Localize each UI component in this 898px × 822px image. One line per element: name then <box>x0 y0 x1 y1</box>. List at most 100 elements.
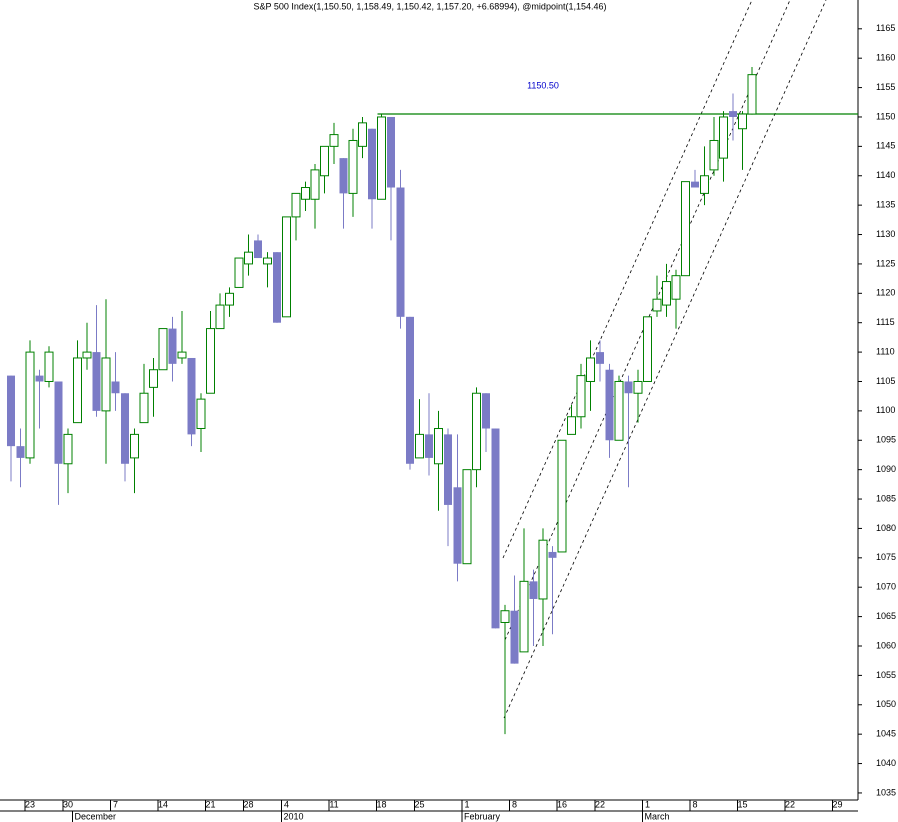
candle-body <box>73 357 82 424</box>
chart-title: S&P 500 Index(1,150.50, 1,158.49, 1,150.… <box>254 1 607 11</box>
candle-body <box>82 351 92 359</box>
month-label: February <box>464 811 501 821</box>
candle-body <box>681 181 690 277</box>
candle-body <box>358 122 367 147</box>
candle-body <box>586 357 595 382</box>
x-tick-label: 30 <box>63 799 73 809</box>
candle-body <box>25 351 35 459</box>
x-tick-label: 29 <box>832 799 842 809</box>
candle-body <box>301 187 310 200</box>
candle-body <box>425 434 433 458</box>
candle-body <box>35 375 44 382</box>
month-label: March <box>645 811 670 821</box>
month-label: 2010 <box>284 811 304 821</box>
x-tick-label: 22 <box>595 799 605 809</box>
candle-body <box>444 434 452 505</box>
candle-body <box>329 134 339 147</box>
candle-body <box>406 316 414 464</box>
candle-body <box>310 169 320 200</box>
y-tick-label: 1065 <box>876 611 896 621</box>
channel-lower <box>503 0 827 719</box>
candle-body <box>472 392 481 471</box>
y-tick-label: 1080 <box>876 523 896 533</box>
x-tick-label: 8 <box>512 799 517 809</box>
candle-body <box>415 433 424 459</box>
candle-body <box>691 181 699 188</box>
annotation: 1150.50 <box>527 80 559 90</box>
y-tick-label: 1050 <box>876 699 896 709</box>
candle-body <box>453 487 462 564</box>
candle-body <box>339 158 348 194</box>
candle-body <box>196 398 206 430</box>
candle-body <box>709 139 719 171</box>
candle-body <box>491 428 500 629</box>
x-tick-label: 22 <box>785 799 795 809</box>
candle-body <box>567 416 576 435</box>
x-tick-label: 16 <box>557 799 567 809</box>
candle-body <box>92 352 101 411</box>
candle-body <box>139 392 149 424</box>
y-tick-label: 1040 <box>876 758 896 768</box>
y-tick-label: 1140 <box>876 170 895 180</box>
plot-area <box>7 67 858 735</box>
x-tick-label: 23 <box>25 799 35 809</box>
y-tick-label: 1135 <box>876 200 895 210</box>
candle-body <box>738 113 747 130</box>
candle-body <box>633 380 643 394</box>
x-tick-label: 7 <box>113 799 118 809</box>
candle-body <box>254 240 262 259</box>
candle-body <box>434 428 443 465</box>
y-tick-label: 1085 <box>876 493 896 503</box>
candle-body <box>130 433 139 459</box>
candle-body <box>158 328 168 371</box>
y-tick-label: 1060 <box>876 640 896 650</box>
candle-body <box>624 381 633 394</box>
candle-body <box>177 351 187 359</box>
candle-body <box>225 292 234 306</box>
y-tick-label: 1165 <box>876 23 895 33</box>
x-tick-label: 15 <box>737 799 747 809</box>
candle-body <box>63 433 73 465</box>
x-tick-label: 4 <box>284 799 289 809</box>
candle-body <box>244 251 253 265</box>
candle-body <box>187 357 196 435</box>
candle-body <box>7 375 15 447</box>
candle-body <box>652 298 662 312</box>
y-tick-label: 1145 <box>876 141 895 151</box>
x-tick-label: 1 <box>645 799 650 809</box>
y-tick-label: 1105 <box>876 376 895 386</box>
y-tick-label: 1045 <box>876 729 896 739</box>
y-tick-label: 1055 <box>876 670 896 680</box>
month-label: December <box>75 811 117 821</box>
candle-body <box>671 275 681 300</box>
candle-body <box>168 328 177 364</box>
y-tick-label: 1100 <box>876 405 895 415</box>
candle-body <box>234 257 244 288</box>
y-tick-label: 1120 <box>876 288 895 298</box>
candle-body <box>500 610 510 623</box>
candle-body <box>576 375 586 418</box>
candle-body <box>215 304 225 330</box>
candle-body <box>396 187 405 317</box>
candle-body <box>44 351 54 382</box>
y-tick-label: 1160 <box>876 53 895 63</box>
x-tick-label: 25 <box>414 799 424 809</box>
candle-body <box>605 369 614 441</box>
y-tick-label: 1115 <box>876 317 895 327</box>
candle-body <box>291 192 301 218</box>
candle-body <box>348 139 358 194</box>
candle-body <box>273 252 281 323</box>
candle-body <box>263 257 272 265</box>
candle-body <box>282 216 291 318</box>
candle-body <box>557 439 567 553</box>
y-tick-label: 1095 <box>876 435 896 445</box>
candle-body <box>16 446 25 458</box>
y-tick-label: 1035 <box>876 787 896 797</box>
x-tick-label: 28 <box>243 799 253 809</box>
candle-body <box>121 393 129 464</box>
candle-body <box>368 128 376 200</box>
x-tick-label: 18 <box>376 799 386 809</box>
candle-body <box>149 369 158 388</box>
